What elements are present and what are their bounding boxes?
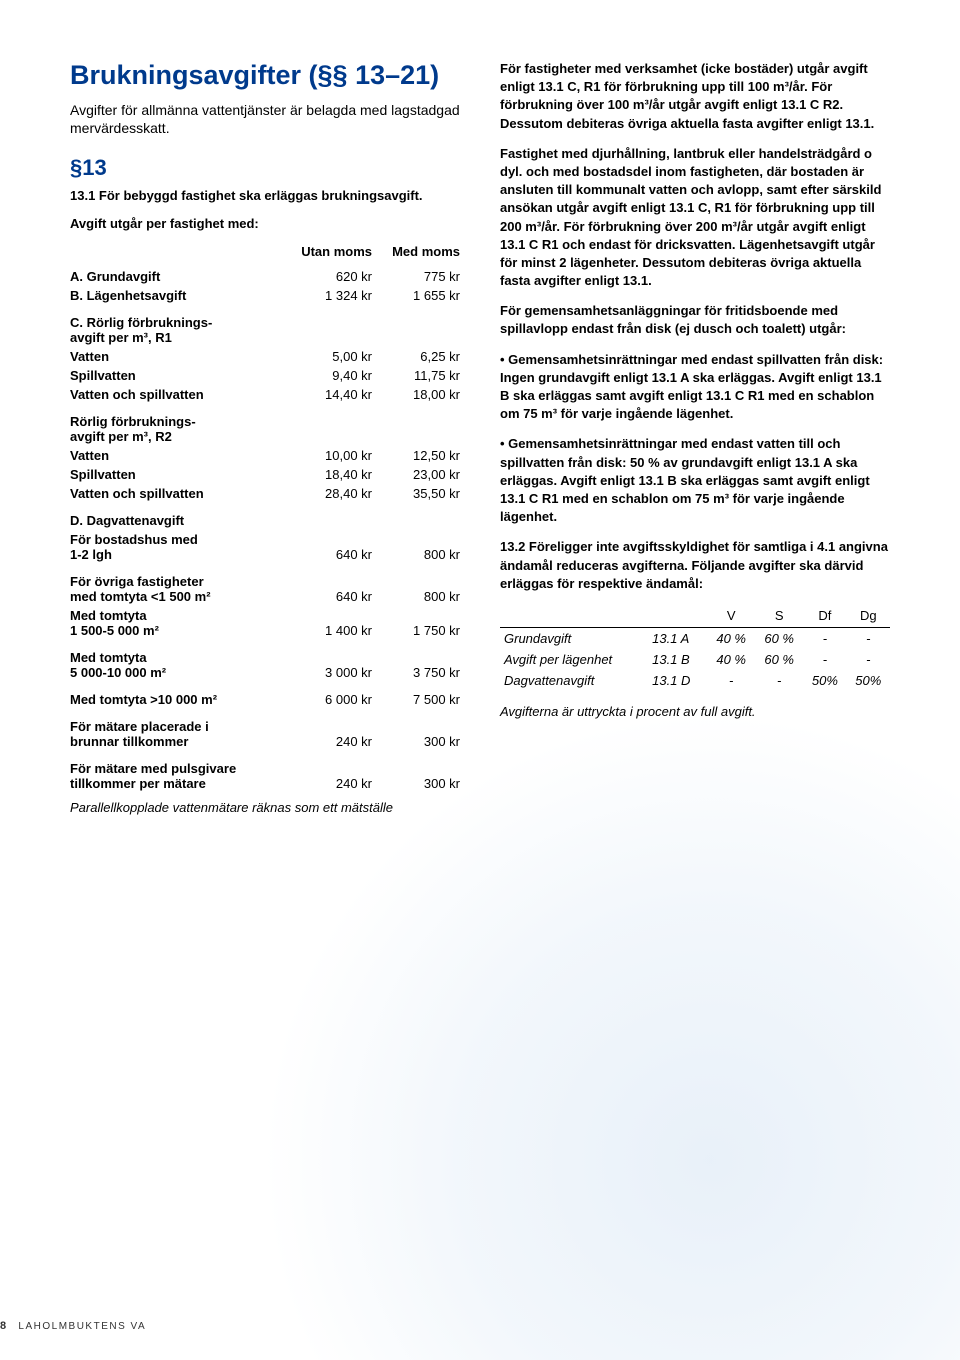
section-13-heading: §13 [70,155,460,181]
p-13-1: 13.1 För bebyggd fastighet ska erläggas … [70,187,460,205]
percent-note: Avgifterna är uttryckta i procent av ful… [500,703,890,721]
table-row: Vatten 10,00 kr 12,50 kr [70,446,460,465]
table-row: Med tomtyta 1 500-5 000 m² 1 400 kr 1 75… [70,606,460,640]
hdr-utan-moms: Utan moms [284,242,372,267]
hdr-med-moms: Med moms [372,242,460,267]
footer: 8 LAHOLMBUKTENS VA [0,1320,146,1332]
table-row: För övriga fastigheter med tomtyta <1 50… [70,564,460,606]
page-title: Brukningsavgifter (§§ 13–21) [70,60,460,91]
footer-org: LAHOLMBUKTENS VA [18,1321,146,1332]
table-row: Vatten och spillvatten 14,40 kr 18,00 kr [70,385,460,404]
table-row: Med tomtyta >10 000 m² 6 000 kr 7 500 kr [70,682,460,709]
intro-text: Avgifter för allmänna vattentjänster är … [70,101,460,137]
right-p2: Fastighet med djurhållning, lantbruk ell… [500,145,890,291]
table-row: D. Dagvattenavgift [70,503,460,530]
table-row: Dagvattenavgift 13.1 D - - 50% 50% [500,670,890,691]
table-row: Rörlig förbruknings- avgift per m³, R2 [70,404,460,446]
right-p1: För fastigheter med verksamhet (icke bos… [500,60,890,133]
right-b2: • Gemensamhetsinrättningar med endast va… [500,435,890,526]
page-number: 8 [0,1320,6,1332]
table-row: Vatten och spillvatten 28,40 kr 35,50 kr [70,484,460,503]
table-row: A. Grundavgift 620 kr 775 kr [70,267,460,286]
fee-table: Utan moms Med moms A. Grundavgift 620 kr… [70,242,460,793]
page: Brukningsavgifter (§§ 13–21) Avgifter fö… [0,0,960,1360]
parallel-note: Parallellkopplade vattenmätare räknas so… [70,799,460,817]
table-row: Vatten 5,00 kr 6,25 kr [70,347,460,366]
right-column: För fastigheter med verksamhet (icke bos… [500,60,890,827]
right-p4: 13.2 Föreligger inte avgiftsskyldighet f… [500,538,890,593]
right-b1: • Gemensamhetsinrättningar med endast sp… [500,351,890,424]
table-row: För bostadshus med 1-2 lgh 640 kr 800 kr [70,530,460,564]
table-row: Grundavgift 13.1 A 40 % 60 % - - [500,627,890,649]
content-columns: Brukningsavgifter (§§ 13–21) Avgifter fö… [70,60,890,827]
p-avgift-med: Avgift utgår per fastighet med: [70,215,460,233]
right-p3: För gemensamhetsanläggningar för fritids… [500,302,890,338]
table-row: B. Lägenhetsavgift 1 324 kr 1 655 kr [70,286,460,305]
table-row: Med tomtyta 5 000-10 000 m² 3 000 kr 3 7… [70,640,460,682]
table-row: För mätare placerade i brunnar tillkomme… [70,709,460,751]
table-row: Spillvatten 18,40 kr 23,00 kr [70,465,460,484]
table-row: För mätare med pulsgivare tillkommer per… [70,751,460,793]
table-row: Spillvatten 9,40 kr 11,75 kr [70,366,460,385]
left-column: Brukningsavgifter (§§ 13–21) Avgifter fö… [70,60,460,827]
percent-table: V S Df Dg Grundavgift 13.1 A 40 % 60 % -… [500,605,890,691]
table-row: C. Rörlig förbruknings- avgift per m³, R… [70,305,460,347]
table-row: Avgift per lägenhet 13.1 B 40 % 60 % - - [500,649,890,670]
